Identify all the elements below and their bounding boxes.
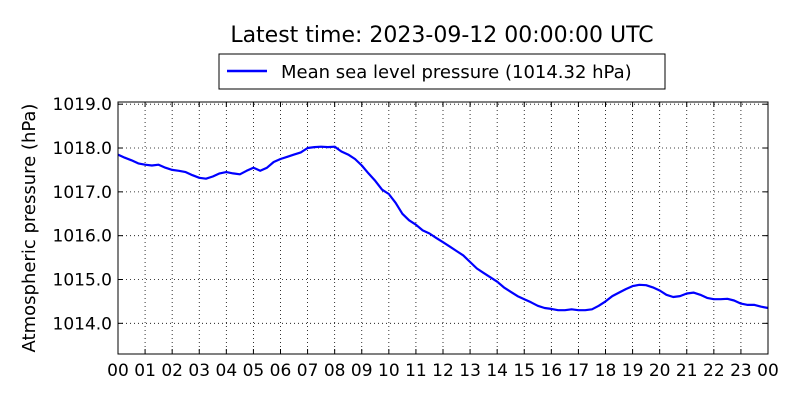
- x-tick-label: 02: [161, 361, 183, 381]
- x-tick-label: 04: [216, 361, 238, 381]
- x-tick-label: 12: [432, 361, 454, 381]
- x-tick-label: 10: [378, 361, 400, 381]
- legend-label: Mean sea level pressure (1014.32 hPa): [281, 62, 632, 83]
- x-tick-label: 07: [297, 361, 319, 381]
- x-tick-label: 00: [757, 361, 779, 381]
- x-tick-label: 22: [703, 361, 725, 381]
- ticks: [117, 102, 769, 354]
- y-tick-label: 1018.0: [53, 139, 112, 159]
- pressure-series-line: [117, 145, 769, 312]
- legend-box: [218, 53, 666, 90]
- series-layer: [117, 145, 769, 312]
- x-tick-label: 16: [541, 361, 563, 381]
- chart-title: Latest time: 2023-09-12 00:00:00 UTC: [230, 23, 653, 48]
- x-tick-label: 23: [730, 361, 752, 381]
- y-tick-label: 1016.0: [53, 227, 112, 247]
- x-tick-label: 15: [513, 361, 535, 381]
- x-tick-label: 06: [270, 361, 292, 381]
- x-tick-label: 17: [568, 361, 590, 381]
- x-tick-label: 09: [351, 361, 373, 381]
- x-tick-label: 18: [595, 361, 617, 381]
- y-tick-label: 1017.0: [53, 183, 112, 203]
- x-tick-label: 20: [649, 361, 671, 381]
- x-tick-label: 03: [188, 361, 210, 381]
- x-tick-label: 01: [134, 361, 156, 381]
- x-tick-label: 11: [405, 361, 427, 381]
- x-tick-label: 08: [324, 361, 346, 381]
- x-tick-labels: 00 01 02 03 04 05 06 07 08 09 10 11 12 13 14 15 16 17 18 19…: [107, 361, 779, 381]
- x-tick-label: 05: [243, 361, 265, 381]
- x-tick-label: 00: [107, 361, 129, 381]
- x-tick-label: 14: [486, 361, 508, 381]
- x-tick-label: 13: [459, 361, 481, 381]
- y-tick-labels: 1014.0 1015.0 1016.0 1017.0 1018.0 1019.0: [53, 95, 112, 334]
- plot-frame: [117, 101, 769, 355]
- x-tick-label: 19: [622, 361, 644, 381]
- y-tick-label: 1015.0: [53, 270, 112, 290]
- y-axis-label: Atmospheric pressure (hPa): [19, 104, 40, 353]
- x-tick-label: 21: [676, 361, 698, 381]
- y-tick-label: 1014.0: [53, 314, 112, 334]
- y-tick-label: 1019.0: [53, 95, 112, 115]
- legend: Mean sea level pressure (1014.32 hPa): [218, 53, 666, 90]
- grid: [118, 102, 768, 354]
